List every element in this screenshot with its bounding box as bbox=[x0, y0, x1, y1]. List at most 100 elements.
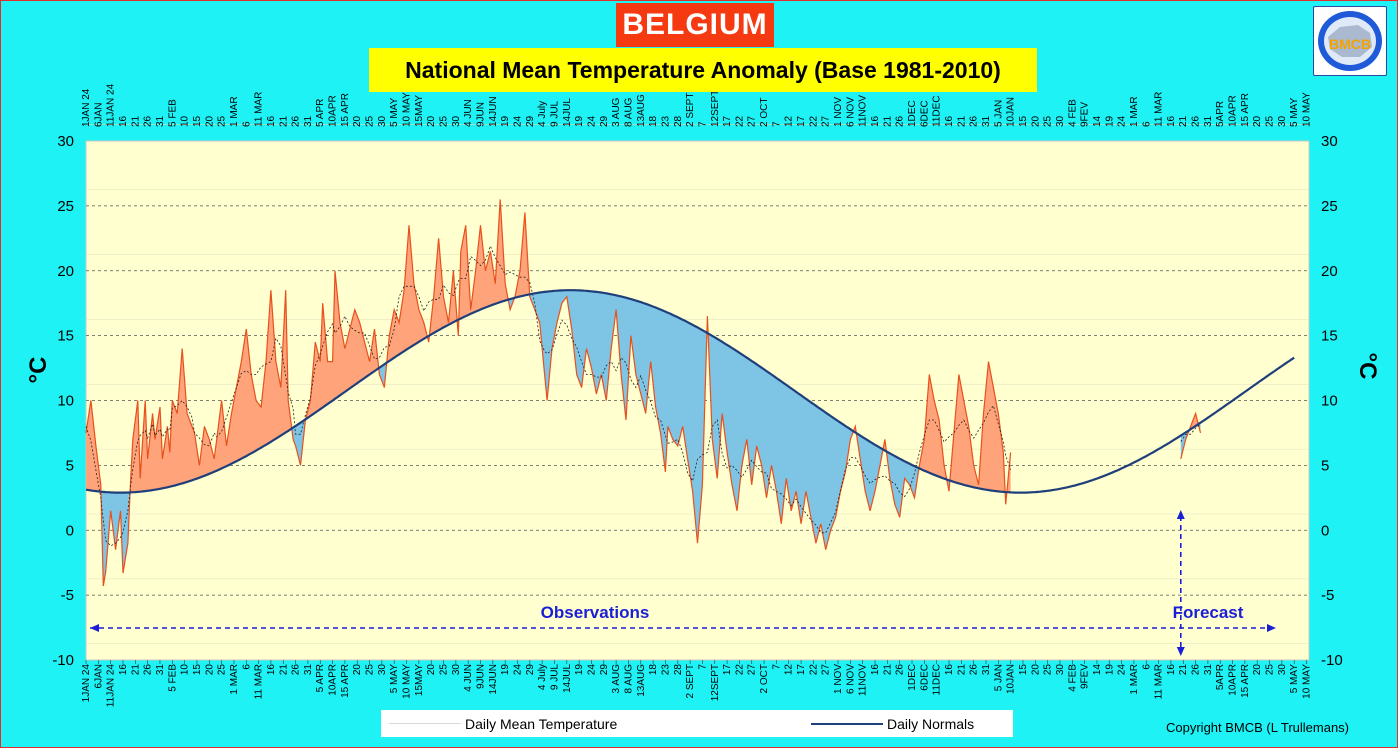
x-tick-label-top: 10APR bbox=[328, 95, 339, 127]
y-tick-label-right: 25 bbox=[1321, 198, 1338, 215]
x-tick-label-top: 24 bbox=[586, 115, 597, 127]
x-tick-label-bottom: 25 bbox=[217, 664, 228, 676]
x-tick-label-bottom: 12 bbox=[784, 664, 795, 676]
x-tick-label-bottom: 1 NOV bbox=[833, 664, 844, 694]
x-tick-label-top: 17 bbox=[796, 115, 807, 127]
area-above-normal bbox=[86, 199, 1011, 493]
x-tick-label-bottom: 11NOV bbox=[858, 664, 869, 696]
y-tick-label-right: -10 bbox=[1321, 652, 1343, 669]
x-tick-label-top: 6DEC bbox=[919, 100, 930, 127]
y-tick-label-left: 20 bbox=[57, 263, 74, 280]
x-tick-label-bottom: 21 bbox=[130, 664, 141, 676]
x-tick-label-bottom: 21 bbox=[278, 664, 289, 676]
y-tick-label-left: 25 bbox=[57, 198, 74, 215]
y-tick-label-left: 0 bbox=[66, 522, 74, 539]
x-tick-label-top: 25 bbox=[1043, 115, 1054, 127]
x-tick-label-bottom: 10 MAY bbox=[402, 664, 413, 699]
x-tick-label-top: 5APR bbox=[1215, 101, 1226, 127]
x-tick-label-bottom: 10APR bbox=[1228, 664, 1239, 696]
x-tick-label-top: 5 JAN bbox=[993, 100, 1004, 127]
x-tick-label-top: 15 APR bbox=[340, 93, 351, 127]
x-tick-label-top: 9JUN bbox=[476, 102, 487, 127]
x-tick-label-bottom: 20 bbox=[204, 664, 215, 676]
x-tick-label-top: 16 bbox=[944, 115, 955, 127]
x-tick-label-bottom: 30 bbox=[1277, 664, 1288, 676]
x-tick-label-bottom: 21 bbox=[1178, 664, 1189, 676]
x-tick-label-bottom: 6 bbox=[241, 664, 252, 670]
x-tick-label-top: 21 bbox=[956, 115, 967, 127]
x-tick-label-bottom: 30 bbox=[451, 664, 462, 676]
x-tick-label-bottom: 31 bbox=[1203, 664, 1214, 676]
area-below-normal bbox=[86, 290, 1011, 586]
x-tick-label-bottom: 10 MAY bbox=[1302, 664, 1313, 699]
x-tick-label-bottom: 29 bbox=[599, 664, 610, 676]
x-tick-label-top: 9 JUL bbox=[549, 100, 560, 127]
x-tick-label-top: 24 bbox=[513, 115, 524, 127]
plot-area bbox=[85, 140, 1310, 661]
x-tick-label-top: 20 bbox=[352, 115, 363, 127]
x-tick-label-top: 25 bbox=[1265, 115, 1276, 127]
chart-subtitle: National Mean Temperature Anomaly (Base … bbox=[369, 48, 1037, 92]
x-tick-label-top: 19 bbox=[500, 115, 511, 127]
x-tick-label-top: 15 bbox=[1018, 115, 1029, 127]
x-tick-label-top: 10 MAY bbox=[1302, 92, 1313, 127]
y-tick-label-right: 20 bbox=[1321, 263, 1338, 280]
x-tick-label-top: 1JAN 24 bbox=[81, 88, 92, 127]
x-tick-label-bottom: 31 bbox=[155, 664, 166, 676]
x-tick-label-top: 15MAY bbox=[414, 95, 425, 127]
x-tick-label-bottom: 1DEC bbox=[907, 664, 918, 691]
legend-swatch-normal bbox=[811, 723, 883, 725]
x-tick-label-top: 11NOV bbox=[858, 95, 869, 127]
x-tick-label-top: 11JAN 24 bbox=[106, 83, 117, 127]
x-tick-label-top: 7 bbox=[771, 121, 782, 127]
x-tick-label-bottom: 9FEV bbox=[1080, 664, 1091, 689]
x-tick-label-top: 2 OCT bbox=[759, 98, 770, 127]
x-tick-label-bottom: 6 bbox=[1141, 664, 1152, 670]
x-tick-label-top: 6 bbox=[241, 121, 252, 127]
x-tick-label-top: 26 bbox=[1191, 115, 1202, 127]
x-tick-label-bottom: 9JUN bbox=[476, 664, 487, 689]
x-tick-label-bottom: 23 bbox=[660, 664, 671, 676]
x-tick-label-bottom: 24 bbox=[1117, 664, 1128, 676]
x-tick-label-top: 27 bbox=[821, 115, 832, 127]
x-tick-label-top: 4 FEB bbox=[1067, 99, 1078, 127]
x-tick-label-top: 10 MAY bbox=[402, 92, 413, 127]
x-tick-label-bottom: 26 bbox=[895, 664, 906, 676]
x-tick-label-bottom: 21 bbox=[882, 664, 893, 676]
x-tick-label-top: 29 bbox=[599, 115, 610, 127]
x-tick-label-bottom: 20 bbox=[1252, 664, 1263, 676]
x-tick-label-bottom: 21 bbox=[956, 664, 967, 676]
x-tick-label-bottom: 22 bbox=[808, 664, 819, 676]
moving-average-line bbox=[85, 244, 1011, 547]
x-tick-label-bottom: 26 bbox=[969, 664, 980, 676]
y-tick-label-right: 5 bbox=[1321, 457, 1329, 474]
x-tick-label-top: 9FEV bbox=[1080, 102, 1091, 127]
x-tick-label-bottom: 25 bbox=[365, 664, 376, 676]
x-tick-label-bottom: 20 bbox=[352, 664, 363, 676]
x-tick-label-bottom: 30 bbox=[1055, 664, 1066, 676]
x-tick-label-top: 14 bbox=[1092, 115, 1103, 127]
x-tick-label-top: 15 bbox=[192, 115, 203, 127]
x-tick-label-bottom: 6DEC bbox=[919, 664, 930, 691]
x-tick-label-top: 19 bbox=[574, 115, 585, 127]
legend-swatch-mean bbox=[389, 723, 461, 724]
x-tick-label-top: 3 AUG bbox=[611, 97, 622, 127]
x-tick-label-bottom: 8 AUG bbox=[623, 664, 634, 694]
x-tick-label-bottom: 13AUG bbox=[636, 664, 647, 697]
x-tick-label-bottom: 26 bbox=[291, 664, 302, 676]
x-tick-label-bottom: 27 bbox=[747, 664, 758, 676]
x-tick-label-top: 7 bbox=[697, 121, 708, 127]
x-tick-label-bottom: 5 MAY bbox=[389, 664, 400, 694]
x-tick-label-top: 17 bbox=[722, 115, 733, 127]
x-tick-label-top: 31 bbox=[1203, 115, 1214, 127]
x-tick-label-bottom: 15 APR bbox=[340, 664, 351, 698]
y-tick-label-left: 10 bbox=[57, 393, 74, 410]
x-tick-label-top: 15 APR bbox=[1240, 93, 1251, 127]
x-tick-label-top: 31 bbox=[155, 115, 166, 127]
x-tick-label-bottom: 15 bbox=[192, 664, 203, 676]
x-tick-label-top: 25 bbox=[217, 115, 228, 127]
x-tick-label-bottom: 5 FEB bbox=[167, 664, 178, 692]
x-tick-label-bottom: 16 bbox=[870, 664, 881, 676]
x-tick-label-top: 12SEPT bbox=[710, 90, 721, 127]
x-tick-label-top: 30 bbox=[377, 115, 388, 127]
